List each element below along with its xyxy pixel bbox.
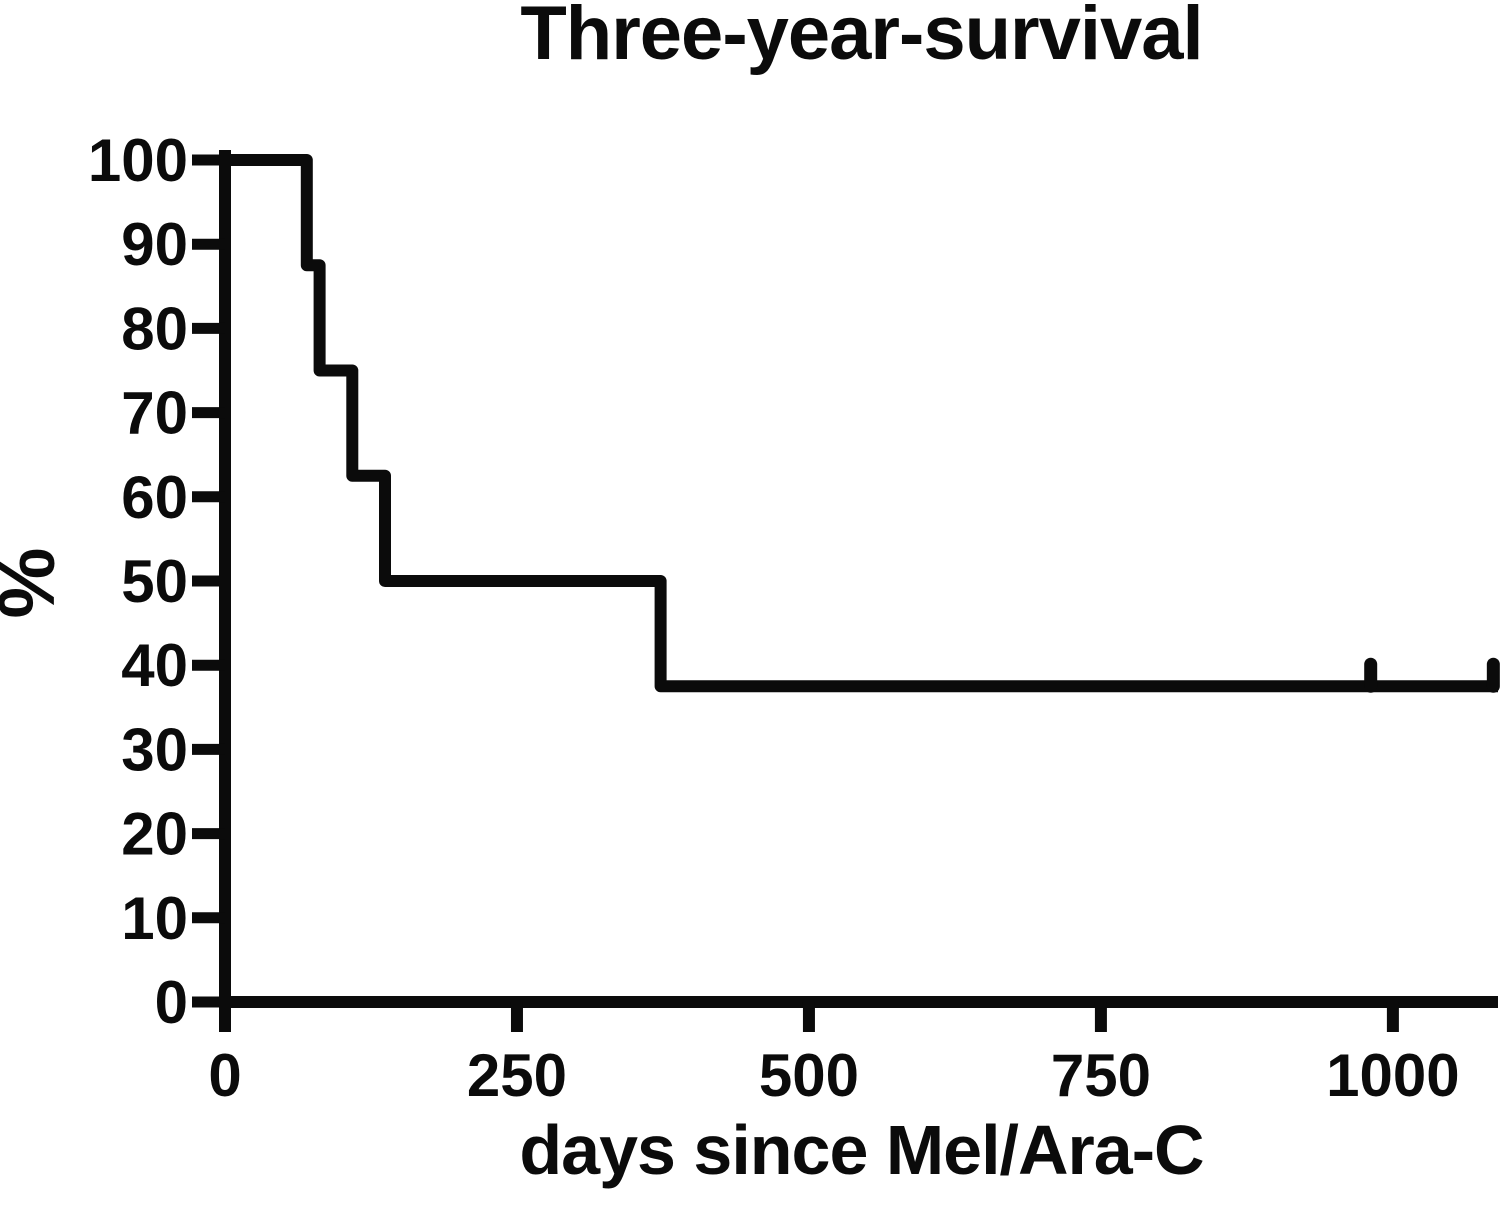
x-tick-label: 750 bbox=[1051, 1042, 1151, 1109]
y-tick-label: 80 bbox=[121, 295, 188, 362]
x-tick-label: 0 bbox=[208, 1042, 241, 1109]
y-tick-label: 0 bbox=[155, 969, 188, 1036]
y-tick-label: 10 bbox=[121, 885, 188, 952]
x-axis-title: days since Mel/Ara-C bbox=[519, 1111, 1204, 1189]
x-tick-label: 500 bbox=[759, 1042, 859, 1109]
y-tick-label: 40 bbox=[121, 632, 188, 699]
y-tick-label: 20 bbox=[121, 801, 188, 868]
survival-curve bbox=[225, 154, 1498, 693]
y-tick-label: 90 bbox=[121, 211, 188, 278]
y-tick-label: 70 bbox=[121, 380, 188, 447]
chart-title: Three-year-survival bbox=[520, 0, 1203, 76]
x-tick-label: 250 bbox=[467, 1042, 567, 1109]
y-tick-label: 30 bbox=[121, 716, 188, 783]
x-tick-label: 1000 bbox=[1326, 1042, 1459, 1109]
y-tick-label: 60 bbox=[121, 464, 188, 531]
y-tick-label: 100 bbox=[88, 127, 188, 194]
y-tick-label: 50 bbox=[121, 548, 188, 615]
